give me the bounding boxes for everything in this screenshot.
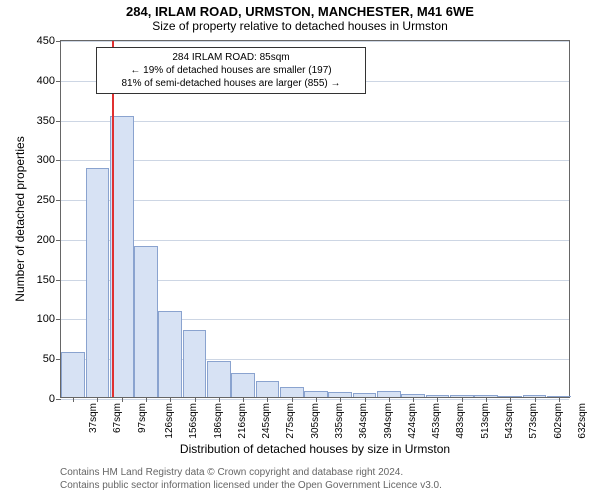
xtick-label: 335sqm (334, 403, 345, 439)
ytick-label: 0 (49, 393, 55, 405)
xtick-mark (316, 397, 317, 402)
xtick-label: 424sqm (407, 403, 418, 439)
xtick-label: 156sqm (188, 403, 199, 439)
xtick-mark (340, 397, 341, 402)
histogram-bar (86, 168, 110, 397)
histogram-bar (134, 246, 158, 397)
histogram-bar (207, 361, 231, 397)
ytick-mark (56, 319, 61, 320)
xtick-mark (146, 397, 147, 402)
histogram-bar (280, 387, 304, 397)
ytick-label: 200 (37, 234, 55, 246)
ytick-label: 250 (37, 194, 55, 206)
grid-line (61, 240, 569, 241)
ytick-mark (56, 121, 61, 122)
xtick-mark (219, 397, 220, 402)
x-axis-label: Distribution of detached houses by size … (60, 442, 570, 456)
histogram-bar (61, 352, 85, 397)
xtick-mark (462, 397, 463, 402)
xtick-label: 275sqm (285, 403, 296, 439)
chart-title: 284, IRLAM ROAD, URMSTON, MANCHESTER, M4… (0, 4, 600, 19)
xtick-label: 305sqm (309, 403, 320, 439)
xtick-mark (292, 397, 293, 402)
footer-attribution: Contains HM Land Registry data © Crown c… (60, 466, 442, 492)
xtick-label: 602sqm (552, 403, 563, 439)
xtick-mark (195, 397, 196, 402)
ytick-mark (56, 240, 61, 241)
xtick-label: 513sqm (479, 403, 490, 439)
xtick-mark (535, 397, 536, 402)
xtick-label: 453sqm (431, 403, 442, 439)
histogram-bar (231, 373, 255, 397)
footer-line1: Contains HM Land Registry data © Crown c… (60, 466, 442, 479)
xtick-label: 364sqm (358, 403, 369, 439)
property-marker-line (112, 41, 114, 397)
xtick-label: 245sqm (261, 403, 272, 439)
ytick-mark (56, 81, 61, 82)
histogram-bar (256, 381, 280, 397)
chart-container: 284, IRLAM ROAD, URMSTON, MANCHESTER, M4… (0, 0, 600, 500)
ytick-mark (56, 280, 61, 281)
xtick-label: 97sqm (137, 403, 148, 433)
ytick-mark (56, 399, 61, 400)
xtick-mark (243, 397, 244, 402)
grid-line (61, 160, 569, 161)
ytick-label: 150 (37, 274, 55, 286)
footer-line2: Contains public sector information licen… (60, 479, 442, 492)
annotation-line2: ← 19% of detached houses are smaller (19… (103, 64, 359, 77)
xtick-mark (510, 397, 511, 402)
grid-line (61, 41, 569, 42)
histogram-bar (158, 311, 182, 397)
xtick-mark (267, 397, 268, 402)
grid-line (61, 200, 569, 201)
grid-line (61, 399, 569, 400)
ytick-label: 50 (43, 353, 55, 365)
xtick-label: 126sqm (164, 403, 175, 439)
xtick-mark (122, 397, 123, 402)
chart-subtitle: Size of property relative to detached ho… (0, 19, 600, 33)
xtick-mark (437, 397, 438, 402)
histogram-bar (183, 330, 207, 397)
xtick-mark (486, 397, 487, 402)
xtick-mark (97, 397, 98, 402)
grid-line (61, 121, 569, 122)
ytick-label: 450 (37, 35, 55, 47)
ytick-label: 100 (37, 313, 55, 325)
xtick-label: 186sqm (212, 403, 223, 439)
xtick-label: 632sqm (577, 403, 588, 439)
ytick-label: 400 (37, 75, 55, 87)
xtick-label: 37sqm (88, 403, 99, 433)
xtick-mark (365, 397, 366, 402)
annotation-box: 284 IRLAM ROAD: 85sqm← 19% of detached h… (96, 47, 366, 94)
xtick-label: 543sqm (504, 403, 515, 439)
xtick-label: 483sqm (455, 403, 466, 439)
annotation-line1: 284 IRLAM ROAD: 85sqm (103, 51, 359, 64)
xtick-label: 394sqm (382, 403, 393, 439)
xtick-mark (389, 397, 390, 402)
ytick-label: 300 (37, 154, 55, 166)
xtick-label: 573sqm (528, 403, 539, 439)
xtick-label: 67sqm (112, 403, 123, 433)
xtick-label: 216sqm (237, 403, 248, 439)
xtick-mark (170, 397, 171, 402)
ytick-label: 350 (37, 115, 55, 127)
ytick-mark (56, 200, 61, 201)
xtick-mark (73, 397, 74, 402)
ytick-mark (56, 41, 61, 42)
xtick-mark (413, 397, 414, 402)
ytick-mark (56, 160, 61, 161)
annotation-line3: 81% of semi-detached houses are larger (… (103, 77, 359, 90)
y-axis-label: Number of detached properties (13, 129, 27, 309)
xtick-mark (559, 397, 560, 402)
plot-area: 05010015020025030035040045037sqm67sqm97s… (60, 40, 570, 398)
